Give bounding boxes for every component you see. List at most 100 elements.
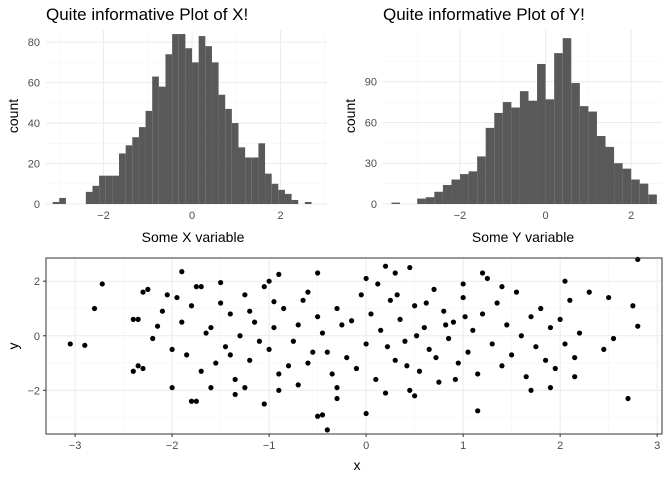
scatter-point	[413, 333, 420, 339]
x-tick-label: −1	[263, 440, 276, 452]
histogram-bar	[511, 107, 520, 204]
scatter-point	[256, 338, 263, 344]
scatter-point	[470, 327, 476, 333]
scatter-point	[513, 289, 520, 295]
y-tick-label: 30	[365, 158, 377, 170]
histogram-bar	[198, 36, 206, 205]
scatter-point	[528, 314, 534, 320]
y-tick-label: 80	[28, 37, 40, 49]
scatter-point	[562, 278, 568, 284]
scatter-point	[169, 385, 175, 391]
scatter-point	[242, 292, 248, 298]
histogram-bar	[451, 179, 461, 204]
histogram-bar	[231, 123, 239, 204]
scatter-point	[324, 427, 330, 433]
scatter-point	[198, 368, 204, 374]
scatter-point	[382, 390, 389, 396]
histogram-bar	[579, 106, 589, 204]
histogram-bar	[245, 157, 252, 204]
scatter-point	[547, 324, 554, 331]
scatter-point	[135, 363, 141, 369]
scatter-point	[394, 292, 400, 298]
scatter-point	[397, 316, 403, 322]
scatter-point	[363, 341, 369, 347]
scatter-point	[606, 294, 612, 301]
histogram-bar	[571, 83, 580, 204]
histogram-bar	[172, 34, 179, 205]
histogram-bar	[205, 46, 212, 204]
panel-border	[45, 257, 663, 435]
histogram-bar	[639, 183, 649, 204]
histogram-bar	[614, 163, 623, 204]
scatter-point	[276, 271, 282, 277]
histogram-bar	[304, 201, 312, 204]
scatter-point	[295, 382, 301, 388]
scatter-point	[315, 270, 321, 276]
histogram-bar	[238, 147, 246, 204]
scatter-point	[130, 368, 136, 374]
scatter-point	[179, 319, 185, 325]
x-tick-label: 0	[543, 210, 549, 222]
scatter-point	[475, 371, 481, 377]
scatter-point	[368, 311, 374, 317]
scatter-point	[169, 346, 175, 353]
histogram-bar	[519, 91, 529, 204]
scatter-point	[523, 374, 529, 380]
scatter-point	[285, 363, 292, 369]
scatter-point	[601, 346, 607, 353]
histogram-bar	[537, 63, 546, 204]
histogram-bar	[284, 193, 292, 204]
y-tick-label: −2	[27, 385, 40, 397]
scatter-point	[222, 344, 229, 350]
histogram-bar	[225, 108, 232, 204]
scatter-point	[499, 363, 505, 369]
scatter-point	[276, 371, 282, 377]
scatter-point	[99, 281, 105, 287]
histogram-bar	[562, 38, 572, 204]
histogram-bar	[631, 179, 640, 204]
chart-title-x: Quite informative Plot of X!	[46, 5, 248, 24]
scatter-point	[353, 365, 360, 372]
histogram-bar	[119, 153, 126, 204]
scatter-point	[462, 314, 468, 320]
scatter-point	[348, 318, 355, 324]
scatter-point	[179, 269, 185, 275]
scatter-point	[91, 305, 98, 312]
scatter-point	[443, 322, 449, 328]
histogram-bar	[605, 146, 615, 204]
scatter-point	[266, 346, 272, 353]
scatter-point	[154, 323, 161, 329]
y-tick-label: 0	[34, 199, 40, 211]
scatter-point	[479, 270, 486, 276]
scatter-point	[452, 376, 458, 383]
histogram-bar	[251, 157, 259, 204]
histogram-bar	[105, 175, 113, 204]
x-tick-label: 0	[189, 210, 195, 222]
histogram-bar	[271, 183, 279, 204]
histogram-bar	[132, 137, 139, 204]
histogram-bar	[125, 145, 133, 204]
histogram-bar	[528, 100, 538, 204]
scatter-point	[479, 311, 486, 317]
histogram-bar	[588, 111, 597, 204]
scatter-point	[484, 275, 490, 282]
scatter-point	[441, 308, 447, 314]
scatter-point	[266, 278, 272, 284]
x-tick-label: −2	[166, 440, 179, 452]
histogram-bar	[554, 53, 563, 204]
histogram-bar	[211, 62, 219, 204]
scatter-point	[295, 322, 301, 328]
histogram-bar	[59, 197, 66, 204]
scatter-point	[412, 303, 418, 309]
scatter-point	[423, 300, 429, 306]
scatter-point	[387, 297, 393, 303]
scatter-point	[135, 316, 141, 322]
scatter-point	[184, 352, 190, 358]
scatter-point	[227, 352, 233, 358]
histogram-bar	[265, 173, 272, 204]
histogram-bar	[92, 185, 100, 204]
scatter-point	[305, 360, 311, 366]
scatter-point	[358, 292, 364, 298]
scatter-point	[213, 360, 219, 366]
histogram-bar	[99, 175, 106, 204]
